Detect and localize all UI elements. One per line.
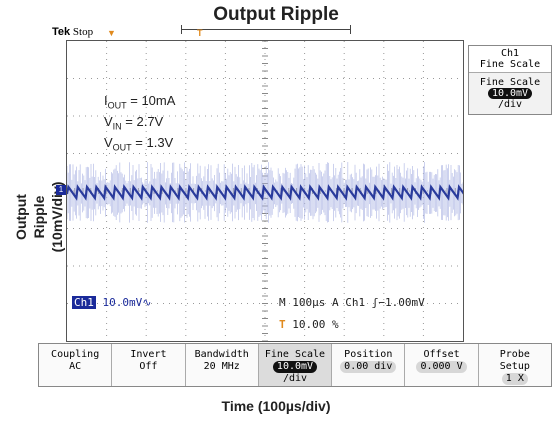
- bottom-menu: Coupling AC Invert Off Bandwidth 20 MHz Fin…: [38, 343, 552, 387]
- ch1-ground-marker-icon: 1: [56, 185, 66, 195]
- annotation-iout: IOUT = 10mA: [104, 92, 175, 115]
- side-menu: Ch1 Fine Scale Fine Scale 10.0mV /div: [468, 45, 552, 115]
- record-bar: [181, 29, 351, 39]
- scope-status: Tek Stop: [52, 26, 93, 38]
- plot-title: Output Ripple: [0, 4, 552, 26]
- fine-scale-side-button[interactable]: Fine Scale 10.0mV /div: [469, 73, 551, 114]
- position-button[interactable]: Position 0.00 div: [332, 344, 405, 386]
- trigger-pos-icon: T: [197, 28, 203, 38]
- probe-setup-button[interactable]: Probe Setup 1 X: [479, 344, 551, 386]
- bandwidth-button[interactable]: Bandwidth 20 MHz: [186, 344, 259, 386]
- trigger-position-readout: T 10.00 %: [279, 318, 339, 331]
- invert-button[interactable]: Invert Off: [112, 344, 185, 386]
- trigger-marker-icon: ▼: [107, 28, 116, 38]
- offset-button[interactable]: Offset 0.000 V: [405, 344, 478, 386]
- annotation-vin: VIN = 2.7V: [104, 113, 163, 136]
- fine-scale-button[interactable]: Fine Scale 10.0mV/div: [259, 344, 332, 386]
- side-menu-title: Ch1 Fine Scale: [469, 46, 551, 73]
- x-axis-label: Time (100µs/div): [0, 398, 552, 414]
- annotation-vout: VOUT = 1.3V: [104, 134, 173, 157]
- ch1-scale-readout: Ch1 10.0mV∿: [72, 296, 151, 309]
- timebase-readout: M 100µs A Ch1 ʃ−1.00mV: [279, 296, 425, 309]
- brand-label: Tek: [52, 26, 70, 38]
- coupling-button[interactable]: Coupling AC: [39, 344, 112, 386]
- acq-state: Stop: [73, 26, 93, 38]
